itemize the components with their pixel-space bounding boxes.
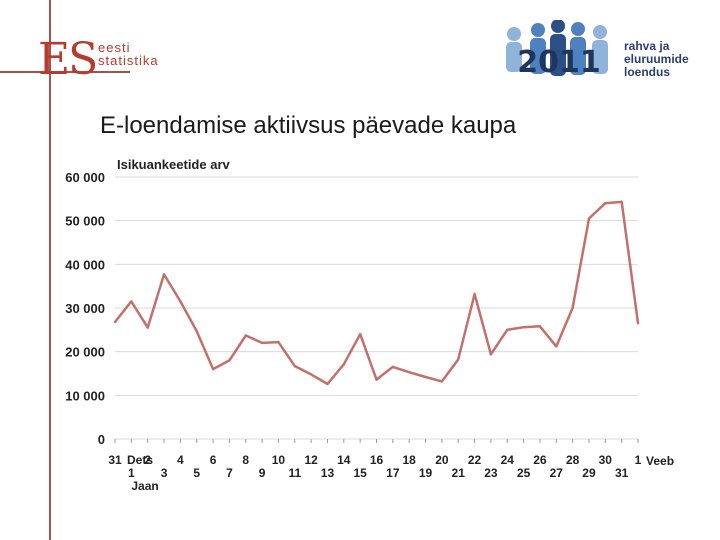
data-point [522, 326, 525, 329]
statistics-logo-line1: eesti [98, 40, 131, 55]
y-tick-label: 40 000 [65, 257, 105, 272]
y-ticks: 0 10 000 20 000 30 000 40 000 50 000 60 000 [65, 170, 105, 447]
census-logo-text: rahva ja eluruumide loendus [624, 40, 689, 79]
grid [115, 176, 638, 440]
data-point [309, 373, 313, 376]
data-point [342, 363, 346, 366]
x-tick-label: 18 [403, 453, 417, 467]
data-point [179, 300, 182, 303]
x-tick-label: 17 [386, 466, 400, 480]
x-tick-label: 21 [452, 466, 466, 480]
x-tick-label: 7 [226, 466, 233, 480]
x-tick-label: 1 [128, 466, 135, 480]
x-tick-label: 28 [566, 453, 580, 467]
statistics-logo-line2: statistika [98, 53, 159, 68]
data-point [473, 292, 476, 296]
y-tick-label: 50 000 [65, 214, 105, 229]
statistics-logo-monogram: ES [38, 34, 98, 85]
data-point [244, 334, 247, 337]
data-point [162, 273, 166, 276]
series-line [114, 200, 640, 386]
data-point [407, 370, 411, 374]
x-tick-label: 14 [337, 453, 351, 467]
data-point [358, 333, 362, 336]
x-tick-label: 26 [533, 453, 547, 467]
x-tick-label: 3 [161, 466, 168, 480]
census-people-logo: 2011 [506, 20, 608, 80]
x-tick-month-label: Veeb [646, 454, 674, 468]
data-point [195, 329, 198, 333]
chart-title: E-loendamise aktiivsus päevade kaupa [100, 112, 517, 139]
data-point [211, 367, 215, 371]
x-tick-label: 27 [550, 466, 564, 480]
x-tick-label: 10 [272, 453, 286, 467]
data-point [636, 322, 640, 325]
x-tick-label: 23 [484, 466, 498, 480]
data-point [571, 306, 574, 310]
data-point [424, 375, 427, 379]
x-tick-label: 12 [304, 453, 318, 467]
x-tick-label: 1 [635, 453, 642, 467]
x-tick-label: 31 [615, 466, 629, 480]
data-point [277, 340, 280, 344]
x-tick-label: 8 [242, 453, 249, 467]
x-tick-label: 25 [517, 466, 531, 480]
x-tick-label: 29 [582, 466, 596, 480]
census-logo-line1: rahva ja [624, 39, 670, 53]
y-tick-label: 0 [98, 432, 105, 447]
y-tick-label: 30 000 [65, 301, 105, 316]
x-tick-label: 30 [599, 453, 613, 467]
data-point [228, 359, 231, 362]
data-point [130, 300, 133, 303]
census-logo-line3: loendus [624, 65, 671, 79]
series-group [113, 200, 640, 386]
data-point [326, 382, 329, 386]
census-year: 2011 [517, 45, 601, 80]
x-tick-label: 24 [501, 453, 515, 467]
data-point [620, 200, 623, 204]
data-point [555, 345, 558, 348]
census-logo-line2: eluruumide [624, 52, 689, 66]
x-tick-label: 5 [193, 466, 200, 480]
y-axis-label: Isikuankeetide arv [117, 157, 230, 172]
data-point [391, 365, 395, 369]
x-tick-label: 6 [210, 453, 217, 467]
x-tick-month-label: Jaan [131, 479, 158, 493]
x-tick-label: 4 [177, 453, 184, 467]
data-point [506, 328, 509, 332]
data-point [440, 380, 444, 383]
data-point [113, 320, 117, 324]
data-point [604, 202, 607, 205]
data-point [375, 378, 378, 381]
data-point [293, 364, 296, 368]
x-tick-label: 16 [370, 453, 384, 467]
x-tick-label: 19 [419, 466, 433, 480]
data-point [489, 353, 493, 356]
vertical-rule [49, 0, 51, 540]
y-tick-label: 10 000 [65, 388, 105, 403]
data-point [146, 326, 149, 329]
y-tick-label: 60 000 [65, 170, 105, 185]
data-point [587, 217, 591, 220]
x-tick-label: 31 [108, 453, 122, 467]
x-tick-label: 11 [288, 466, 301, 480]
x-tick-label: 15 [353, 466, 367, 480]
x-tick-label: 9 [259, 466, 266, 480]
y-tick-label: 20 000 [65, 345, 105, 360]
data-point [260, 341, 264, 345]
x-tick-label: Dets [127, 453, 153, 467]
x-tick-label: 20 [435, 453, 449, 467]
x-tick-label: 22 [468, 453, 482, 467]
x-tick-label: 2 [144, 453, 151, 467]
data-point [457, 358, 460, 361]
statistics-logo-text: eesti statistika [98, 41, 159, 67]
horizontal-rule [0, 71, 130, 73]
data-point [538, 325, 542, 328]
x-tick-label: 13 [321, 466, 335, 480]
